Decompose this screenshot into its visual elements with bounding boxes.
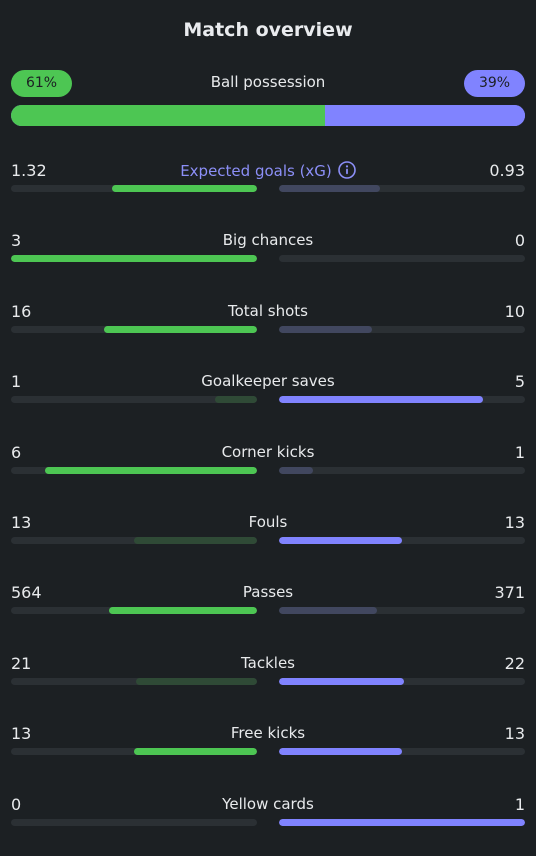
stat-home-value: 3 bbox=[11, 231, 22, 250]
stat-bar-home-fill bbox=[104, 326, 257, 333]
stat-bar-home-fill bbox=[134, 537, 257, 544]
stat-label-text: Total shots bbox=[228, 302, 308, 320]
stat-bar-away bbox=[279, 537, 525, 544]
stat-bar-away-fill bbox=[279, 185, 380, 192]
stat-home-value: 1.32 bbox=[11, 161, 47, 180]
stat-bar-home bbox=[11, 819, 257, 826]
stat-label: Tackles bbox=[11, 654, 525, 672]
stat-away-value: 1 bbox=[514, 443, 525, 462]
possession-bar bbox=[11, 105, 525, 126]
stat-label[interactable]: Expected goals (xG) bbox=[11, 161, 525, 180]
stat-bar-home-fill bbox=[136, 678, 257, 685]
stat-label-text: Fouls bbox=[248, 513, 288, 531]
stat-away-value: 1 bbox=[514, 795, 525, 814]
stat-bar-home bbox=[11, 326, 257, 333]
stat-bar-away bbox=[279, 255, 525, 262]
stat-bar-home bbox=[11, 185, 257, 192]
stat-label: Free kicks bbox=[11, 724, 525, 742]
stat-bar-away-fill bbox=[279, 326, 373, 333]
stat-bar-home bbox=[11, 748, 257, 755]
stat-label-text: Big chances bbox=[222, 231, 314, 249]
stat-label: Goalkeeper saves bbox=[11, 372, 525, 390]
info-icon[interactable] bbox=[337, 161, 356, 179]
stat-label: Fouls bbox=[11, 513, 525, 531]
stat-home-value: 0 bbox=[11, 795, 22, 814]
stat-row: 13 Fouls 13 bbox=[11, 513, 525, 557]
ball-possession: 61% Ball possession 39% bbox=[11, 68, 525, 128]
stat-label: Big chances bbox=[11, 231, 525, 249]
stat-bar-home bbox=[11, 678, 257, 685]
stat-bar-away bbox=[279, 748, 525, 755]
away-possession-badge: 39% bbox=[464, 70, 525, 97]
stat-home-value: 6 bbox=[11, 443, 22, 462]
stat-row: 6 Corner kicks 1 bbox=[11, 443, 525, 487]
stat-away-value: 13 bbox=[504, 724, 525, 743]
stat-bar-home-fill bbox=[215, 396, 257, 403]
stat-row: 0 Yellow cards 1 bbox=[11, 795, 525, 839]
stat-away-value: 10 bbox=[504, 302, 525, 321]
stat-label-text: Corner kicks bbox=[221, 443, 315, 461]
stat-bar-away bbox=[279, 678, 525, 685]
possession-bar-home bbox=[11, 105, 325, 126]
stat-bar-away-fill bbox=[279, 537, 402, 544]
stat-home-value: 16 bbox=[11, 302, 32, 321]
stat-away-value: 13 bbox=[504, 513, 525, 532]
stat-row: 13 Free kicks 13 bbox=[11, 724, 525, 768]
stat-bar-away bbox=[279, 396, 525, 403]
stat-bar-away-fill bbox=[279, 678, 405, 685]
stat-label-text: Passes bbox=[242, 583, 294, 601]
stat-bar-home bbox=[11, 607, 257, 614]
stat-label: Passes bbox=[11, 583, 525, 601]
stat-bar-home-fill bbox=[109, 607, 257, 614]
stat-bar-away-fill bbox=[279, 748, 402, 755]
stat-bar-away-fill bbox=[279, 819, 525, 826]
stat-row: 1 Goalkeeper saves 5 bbox=[11, 372, 525, 416]
stat-label: Corner kicks bbox=[11, 443, 525, 461]
stat-away-value: 5 bbox=[514, 372, 525, 391]
stat-bar-home-fill bbox=[111, 185, 257, 192]
stat-home-value: 564 bbox=[11, 583, 42, 602]
stat-bar-away bbox=[279, 607, 525, 614]
stat-label-text: Tackles bbox=[240, 654, 296, 672]
stat-bar-away bbox=[279, 819, 525, 826]
stat-label: Total shots bbox=[11, 302, 525, 320]
stat-bar-home bbox=[11, 396, 257, 403]
stat-label-text: Goalkeeper saves bbox=[201, 372, 335, 390]
stat-away-value: 371 bbox=[494, 583, 525, 602]
stat-away-value: 22 bbox=[504, 654, 525, 673]
stat-row: 1.32 Expected goals (xG) 0.93 bbox=[11, 161, 525, 205]
stat-label-text: Yellow cards bbox=[222, 795, 314, 813]
stat-label-text: Expected goals (xG) bbox=[180, 162, 332, 180]
stat-bar-home bbox=[11, 467, 257, 474]
page-title: Match overview bbox=[183, 19, 353, 41]
stat-label-text: Free kicks bbox=[230, 724, 306, 742]
possession-label: Ball possession bbox=[210, 73, 326, 91]
stat-bar-away-fill bbox=[279, 467, 314, 474]
stat-bar-home bbox=[11, 537, 257, 544]
stat-row: 564 Passes 371 bbox=[11, 583, 525, 627]
stat-row: 3 Big chances 0 bbox=[11, 231, 525, 275]
stat-row: 16 Total shots 10 bbox=[11, 302, 525, 346]
stat-bar-home-fill bbox=[134, 748, 257, 755]
stat-label: Yellow cards bbox=[11, 795, 525, 813]
stat-home-value: 1 bbox=[11, 372, 22, 391]
stat-home-value: 21 bbox=[11, 654, 32, 673]
home-possession-badge: 61% bbox=[11, 70, 72, 97]
stat-bar-away bbox=[279, 467, 525, 474]
stat-home-value: 13 bbox=[11, 513, 32, 532]
stat-bar-home bbox=[11, 255, 257, 262]
stat-bar-away bbox=[279, 185, 525, 192]
stat-bar-away-fill bbox=[279, 607, 378, 614]
stat-home-value: 13 bbox=[11, 724, 32, 743]
stat-bar-home-fill bbox=[45, 467, 257, 474]
stat-row: 21 Tackles 22 bbox=[11, 654, 525, 698]
stat-away-value: 0 bbox=[514, 231, 525, 250]
stat-bar-away bbox=[279, 326, 525, 333]
possession-bar-away bbox=[324, 105, 525, 126]
stat-away-value: 0.93 bbox=[489, 161, 525, 180]
stat-bar-home-fill bbox=[11, 255, 257, 262]
stat-bar-away-fill bbox=[279, 396, 484, 403]
